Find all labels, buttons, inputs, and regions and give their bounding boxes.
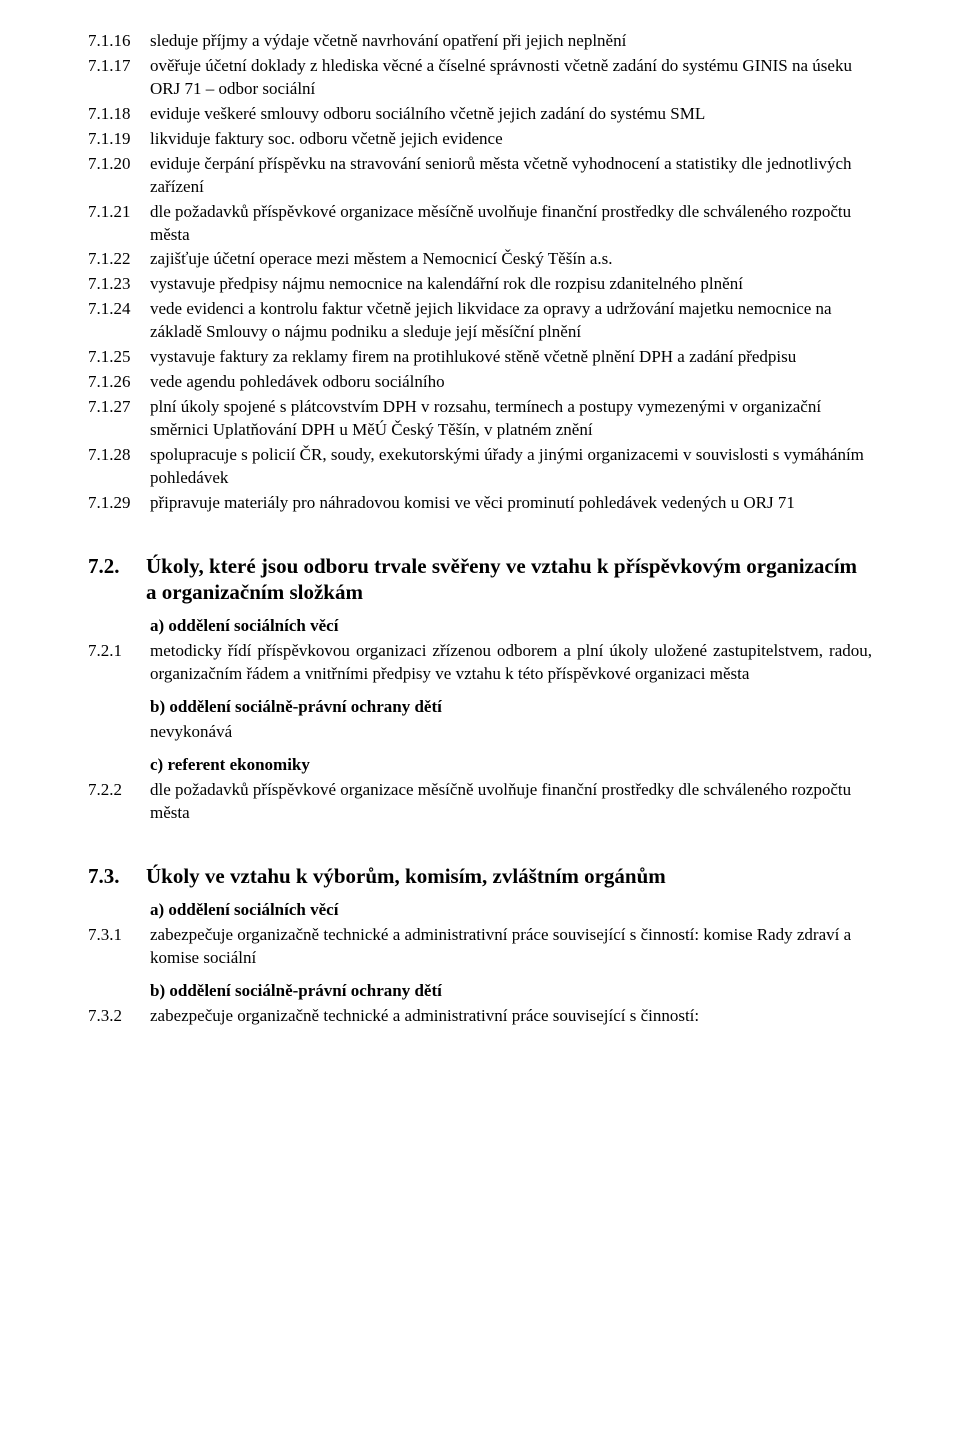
section-heading-7-2: 7.2. Úkoly, které jsou odboru trvale svě… [88,553,872,606]
sub-label: b) oddělení sociálně-právní ochrany dětí [150,981,442,1000]
list-item: 7.3.1zabezpečuje organizačně technické a… [88,924,872,970]
subheading-7-2-c: c) referent ekonomiky [150,754,872,777]
list-item: 7.1.26vede agendu pohledávek odboru soci… [88,371,872,394]
item-text: zabezpečuje organizačně technické a admi… [150,924,872,970]
item-number: 7.1.27 [88,396,150,442]
subheading-7-2-a: a) oddělení sociálních věcí [150,615,872,638]
item-text: vede agendu pohledávek odboru sociálního [150,371,872,394]
item-text: eviduje veškeré smlouvy odboru sociálníh… [150,103,872,126]
item-number: 7.1.28 [88,444,150,490]
item-text: dle požadavků příspěvkové organizace měs… [150,201,872,247]
subheading-7-3-b: b) oddělení sociálně-právní ochrany dětí [150,980,872,1003]
sub-label: a) oddělení sociálních věcí [150,900,338,919]
item-number: 7.1.26 [88,371,150,394]
item-text: likviduje faktury soc. odboru včetně jej… [150,128,872,151]
item-number: 7.1.19 [88,128,150,151]
sub-label: c) referent ekonomiky [150,755,310,774]
section-title: Úkoly, které jsou odboru trvale svěřeny … [146,553,872,606]
item-number: 7.1.25 [88,346,150,369]
item-number: 7.2.1 [88,640,150,686]
item-number: 7.1.23 [88,273,150,296]
item-text: zajišťuje účetní operace mezi městem a N… [150,248,872,271]
item-number: 7.1.18 [88,103,150,126]
item-text: dle požadavků příspěvkové organizace měs… [150,779,872,825]
item-text: metodicky řídí příspěvkovou organizaci z… [150,640,872,686]
list-item: 7.1.29připravuje materiály pro náhradovo… [88,492,872,515]
sub-label: b) oddělení sociálně-právní ochrany dětí [150,697,442,716]
item-number: 7.1.17 [88,55,150,101]
section-heading-7-3: 7.3. Úkoly ve vztahu k výborům, komisím,… [88,863,872,889]
item-text: eviduje čerpání příspěvku na stravování … [150,153,872,199]
list-item: 7.2.2dle požadavků příspěvkové organizac… [88,779,872,825]
item-number: 7.1.24 [88,298,150,344]
item-number: 7.1.20 [88,153,150,199]
sub-label: a) oddělení sociálních věcí [150,616,338,635]
item-text: spolupracuje s policií ČR, soudy, exekut… [150,444,872,490]
item-number: 7.1.21 [88,201,150,247]
list-item: 7.1.22zajišťuje účetní operace mezi měst… [88,248,872,271]
item-number: 7.2.2 [88,779,150,825]
item-text: vystavuje předpisy nájmu nemocnice na ka… [150,273,872,296]
list-7-1: 7.1.16sleduje příjmy a výdaje včetně nav… [88,30,872,515]
list-item: 7.2.1metodicky řídí příspěvkovou organiz… [88,640,872,686]
item-text: vystavuje faktury za reklamy firem na pr… [150,346,872,369]
list-item: 7.1.25vystavuje faktury za reklamy firem… [88,346,872,369]
list-item: 7.1.21dle požadavků příspěvkové organiza… [88,201,872,247]
section-title: Úkoly ve vztahu k výborům, komisím, zvlá… [146,863,666,889]
item-number: 7.3.1 [88,924,150,970]
item-text: připravuje materiály pro náhradovou komi… [150,492,872,515]
item-number: 7.1.22 [88,248,150,271]
subheading-7-3-a: a) oddělení sociálních věcí [150,899,872,922]
list-item: 7.1.20eviduje čerpání příspěvku na strav… [88,153,872,199]
list-item: 7.1.19likviduje faktury soc. odboru včet… [88,128,872,151]
list-item: 7.1.18eviduje veškeré smlouvy odboru soc… [88,103,872,126]
item-text: ověřuje účetní doklady z hlediska věcné … [150,55,872,101]
item-text: plní úkoly spojené s plátcovstvím DPH v … [150,396,872,442]
list-item: 7.1.17ověřuje účetní doklady z hlediska … [88,55,872,101]
item-number: 7.3.2 [88,1005,150,1028]
subheading-7-2-b: b) oddělení sociálně-právní ochrany dětí [150,696,872,719]
item-text: zabezpečuje organizačně technické a admi… [150,1005,872,1028]
item-number: 7.1.29 [88,492,150,515]
list-item: 7.1.16sleduje příjmy a výdaje včetně nav… [88,30,872,53]
plain-text: nevykonává [150,721,872,744]
item-number: 7.1.16 [88,30,150,53]
list-item: 7.1.28spolupracuje s policií ČR, soudy, … [88,444,872,490]
list-item: 7.1.23vystavuje předpisy nájmu nemocnice… [88,273,872,296]
section-number: 7.2. [88,553,146,606]
item-text: vede evidenci a kontrolu faktur včetně j… [150,298,872,344]
list-item: 7.1.27plní úkoly spojené s plátcovstvím … [88,396,872,442]
item-text: sleduje příjmy a výdaje včetně navrhován… [150,30,872,53]
list-item: 7.3.2zabezpečuje organizačně technické a… [88,1005,872,1028]
list-item: 7.1.24vede evidenci a kontrolu faktur vč… [88,298,872,344]
section-number: 7.3. [88,863,146,889]
